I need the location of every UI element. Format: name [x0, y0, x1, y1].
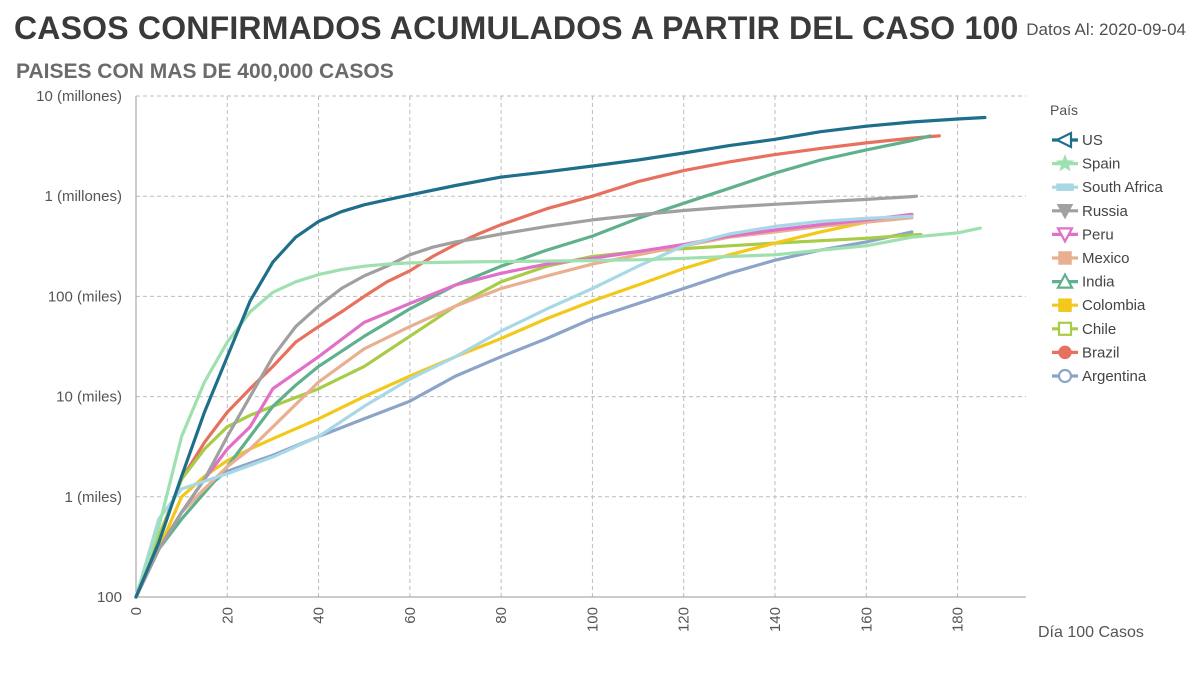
page-title: CASOS CONFIRMADOS ACUMULADOS A PARTIR DE…	[14, 10, 1019, 46]
legend-label: Spain	[1082, 156, 1120, 173]
x-axis-title: Día 100 Casos	[1038, 624, 1144, 641]
legend-title: País	[1050, 102, 1078, 118]
legend-item-brazil[interactable]: Brazil	[1052, 344, 1120, 361]
x-tick-label: 120	[676, 607, 693, 632]
legend-marker-icon	[1058, 251, 1072, 265]
legend-label: US	[1082, 132, 1103, 149]
legend-item-argentina[interactable]: Argentina	[1052, 368, 1147, 385]
data-date-label: Datos Al: 2020-09-04	[1026, 20, 1186, 39]
y-tick-label: 1 (miles)	[64, 489, 122, 506]
y-tick-label: 1 (millones)	[44, 188, 122, 205]
series-line-mexico	[134, 216, 914, 599]
legend-marker-icon	[1056, 227, 1074, 244]
y-tick-label: 10 (miles)	[56, 389, 122, 406]
legend-marker-icon	[1055, 154, 1075, 172]
page-subtitle: PAISES CON MAS DE 400,000 CASOS	[16, 60, 394, 83]
series-line-india	[134, 134, 932, 599]
y-tick-label: 100	[97, 589, 122, 606]
x-tick-label: 100	[584, 607, 601, 632]
series-line-russia	[134, 194, 919, 599]
legend-item-colombia[interactable]: Colombia	[1052, 297, 1146, 314]
legend-label: Brazil	[1082, 344, 1120, 361]
y-tick-label: 100 (miles)	[48, 288, 122, 305]
x-tick-label: 160	[858, 607, 875, 632]
x-tick-label: 20	[219, 607, 236, 624]
legend-item-us[interactable]: US	[1052, 131, 1103, 149]
series-line-south-africa	[134, 214, 914, 599]
x-tick-label: 60	[402, 607, 419, 624]
legend-item-chile[interactable]: Chile	[1052, 321, 1116, 338]
legend-item-south-africa[interactable]: South Africa	[1052, 179, 1164, 196]
legend-marker-icon	[1056, 272, 1074, 289]
legend-label: Argentina	[1082, 368, 1147, 385]
legend-marker-icon	[1054, 131, 1073, 149]
series-line-spain	[134, 226, 982, 599]
chart-grid	[135, 95, 1026, 598]
legend-item-peru[interactable]: Peru	[1052, 226, 1114, 244]
legend-marker-icon	[1057, 321, 1073, 336]
series-line-us	[134, 115, 987, 599]
legend-label: Peru	[1082, 226, 1114, 243]
x-tick-label: 40	[311, 607, 328, 624]
x-tick-label: 0	[128, 607, 145, 615]
legend-label: Colombia	[1082, 297, 1146, 314]
legend-label: Russia	[1082, 203, 1129, 220]
legend-item-india[interactable]: India	[1052, 272, 1115, 291]
series-line-peru	[134, 212, 914, 599]
legend-label: India	[1082, 274, 1115, 291]
legend-marker-icon	[1058, 298, 1072, 312]
legend-label: South Africa	[1082, 179, 1164, 196]
legend-label: Mexico	[1082, 250, 1130, 267]
x-tick-label: 140	[767, 607, 784, 632]
legend-item-spain[interactable]: Spain	[1052, 154, 1120, 173]
x-tick-label: 80	[493, 607, 510, 624]
legend-item-russia[interactable]: Russia	[1052, 203, 1129, 220]
y-tick-label: 10 (millones)	[36, 88, 122, 105]
legend-marker-icon	[1056, 204, 1074, 220]
legend-marker-icon	[1058, 345, 1072, 360]
series-line-brazil	[134, 134, 941, 599]
legend-item-mexico[interactable]: Mexico	[1052, 250, 1130, 267]
x-tick-label: 180	[950, 607, 967, 632]
legend-label: Chile	[1082, 321, 1116, 338]
legend-marker-icon	[1057, 368, 1073, 384]
legend-marker-icon	[1056, 183, 1074, 191]
chart-series-lines	[134, 115, 987, 599]
series-line-chile	[134, 232, 923, 599]
chart-axes: 100 1 (miles) 10 (miles) 100 (miles) 1 (mill…	[36, 88, 1144, 641]
